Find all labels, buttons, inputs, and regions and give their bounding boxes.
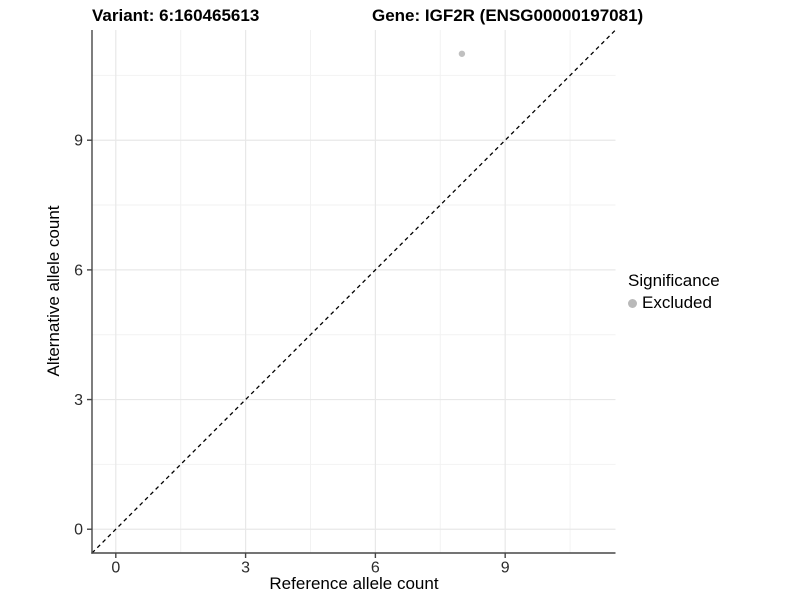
- y-tick-label: 9: [74, 133, 83, 150]
- x-tick-label: 9: [501, 560, 510, 577]
- legend-title: Significance: [628, 271, 720, 290]
- x-tick-label: 3: [241, 560, 250, 577]
- gene-title: Gene: IGF2R (ENSG00000197081): [372, 6, 644, 25]
- data-point: [458, 50, 466, 57]
- identity-line: [91, 29, 616, 554]
- y-axis-title: Alternative allele count: [44, 205, 63, 377]
- legend-item-excluded: Excluded: [628, 293, 720, 313]
- legend-point-icon: [628, 298, 637, 308]
- axis-lines: [91, 30, 616, 554]
- legend: Significance Excluded: [628, 271, 720, 313]
- y-tick-label: 3: [74, 392, 83, 409]
- legend-item-label: Excluded: [642, 293, 712, 312]
- x-tick-label: 0: [111, 560, 120, 577]
- x-tick-label: 6: [371, 560, 380, 577]
- variant-title: Variant: 6:160465613: [92, 6, 260, 25]
- major-gridlines: [92, 30, 616, 553]
- x-axis-title: Reference allele count: [269, 574, 439, 593]
- minor-gridlines: [92, 30, 616, 553]
- identity-reference-line: [91, 29, 616, 554]
- y-tick-label: 6: [74, 262, 83, 279]
- data-points: [458, 50, 466, 57]
- axis-ticks: [87, 139, 506, 558]
- y-tick-label: 0: [74, 522, 83, 539]
- axis-tick-labels: 0 3 6 9 0 3 6 9: [74, 133, 510, 577]
